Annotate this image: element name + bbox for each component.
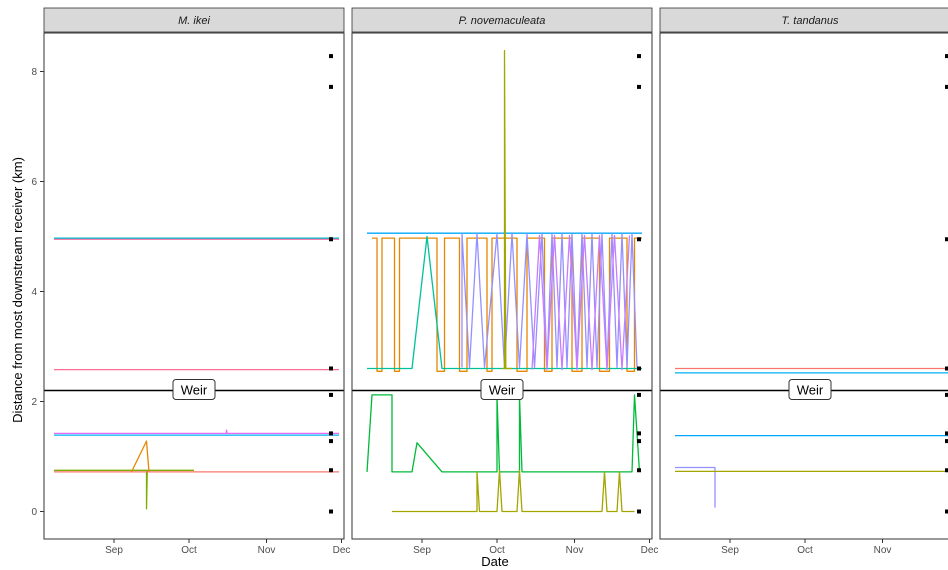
receiver-marker bbox=[637, 84, 641, 89]
series-line bbox=[531, 234, 631, 371]
receiver-marker bbox=[329, 237, 333, 242]
weir-label-box bbox=[172, 379, 216, 400]
receiver-marker bbox=[637, 392, 641, 397]
panel-border bbox=[43, 32, 345, 540]
y-tick-label: 2 bbox=[31, 397, 37, 408]
facet-panel: M. ikei Weir Sep Oct Nov Dec bbox=[43, 7, 351, 556]
series-line bbox=[392, 469, 635, 513]
weir-label: Weir bbox=[489, 383, 516, 398]
x-tick-label: Sep bbox=[105, 545, 123, 556]
receiver-marker bbox=[329, 54, 333, 59]
y-axis-title: Distance from most downstream receiver (… bbox=[10, 157, 25, 423]
facet-strip bbox=[659, 7, 948, 33]
receiver-marker bbox=[329, 509, 333, 514]
receiver-marker bbox=[329, 439, 333, 444]
receiver-marker bbox=[945, 392, 948, 397]
x-tick-label: Oct bbox=[489, 545, 505, 556]
receiver-marker bbox=[329, 468, 333, 473]
plot-area bbox=[44, 54, 344, 514]
y-tick-label: 8 bbox=[31, 67, 37, 78]
x-tick-label: Nov bbox=[566, 545, 584, 556]
facet-panel: T. tandanusWeirSepOctNovDec bbox=[659, 7, 948, 556]
series-line bbox=[54, 429, 339, 435]
series-line bbox=[461, 233, 638, 369]
receiver-marker bbox=[945, 84, 948, 89]
weir-label: Weir bbox=[181, 383, 208, 398]
x-tick-label: Oct bbox=[797, 545, 813, 556]
receiver-marker bbox=[945, 509, 948, 514]
facet-panel: P. novemaculeata Weir Sep Oct Nov Dec bbox=[351, 7, 659, 556]
receiver-marker bbox=[637, 366, 641, 371]
x-tick-label: Nov bbox=[258, 545, 276, 556]
receiver-marker bbox=[945, 468, 948, 473]
facet-strip-title: T. tandanus bbox=[781, 15, 839, 27]
receiver-marker bbox=[637, 468, 641, 473]
facet-strip bbox=[351, 7, 653, 33]
series-line bbox=[54, 469, 194, 510]
receiver-marker bbox=[637, 237, 641, 242]
weir-label: Weir bbox=[797, 383, 824, 398]
x-tick-label: Dec bbox=[641, 545, 659, 556]
series-line bbox=[130, 440, 150, 473]
receiver-marker bbox=[945, 54, 948, 59]
receiver-marker bbox=[637, 54, 641, 59]
y-tick-label: 4 bbox=[31, 287, 37, 298]
receiver-marker bbox=[945, 366, 948, 371]
series-line bbox=[502, 49, 512, 370]
receiver-marker bbox=[945, 237, 948, 242]
receiver-marker bbox=[637, 431, 641, 436]
receiver-marker bbox=[945, 431, 948, 436]
receiver-marker bbox=[329, 84, 333, 89]
receiver-marker bbox=[329, 392, 333, 397]
x-tick-label: Sep bbox=[413, 545, 431, 556]
y-tick-label: 0 bbox=[31, 507, 37, 518]
weir-label-box bbox=[480, 379, 524, 400]
receiver-marker bbox=[637, 439, 641, 444]
weir-label-box bbox=[788, 379, 832, 400]
plot-area bbox=[352, 49, 652, 514]
receiver-marker bbox=[945, 439, 948, 444]
series-line bbox=[366, 394, 641, 473]
receiver-marker bbox=[329, 366, 333, 371]
panel-border bbox=[351, 32, 653, 540]
x-tick-label: Oct bbox=[181, 545, 197, 556]
receiver-marker bbox=[637, 509, 641, 514]
x-tick-label: Dec bbox=[333, 545, 351, 556]
facet-strip bbox=[43, 7, 345, 33]
panel-border bbox=[659, 32, 948, 540]
x-axis-title: Date bbox=[481, 554, 508, 569]
series-line bbox=[675, 466, 716, 508]
y-tick-label: 6 bbox=[31, 177, 37, 188]
x-tick-label: Sep bbox=[721, 545, 739, 556]
facet-strip-title: M. ikei bbox=[178, 15, 210, 27]
receiver-marker bbox=[329, 431, 333, 436]
facet-strip-title: P. novemaculeata bbox=[459, 15, 546, 27]
plot-area bbox=[660, 54, 948, 514]
x-tick-label: Nov bbox=[874, 545, 892, 556]
